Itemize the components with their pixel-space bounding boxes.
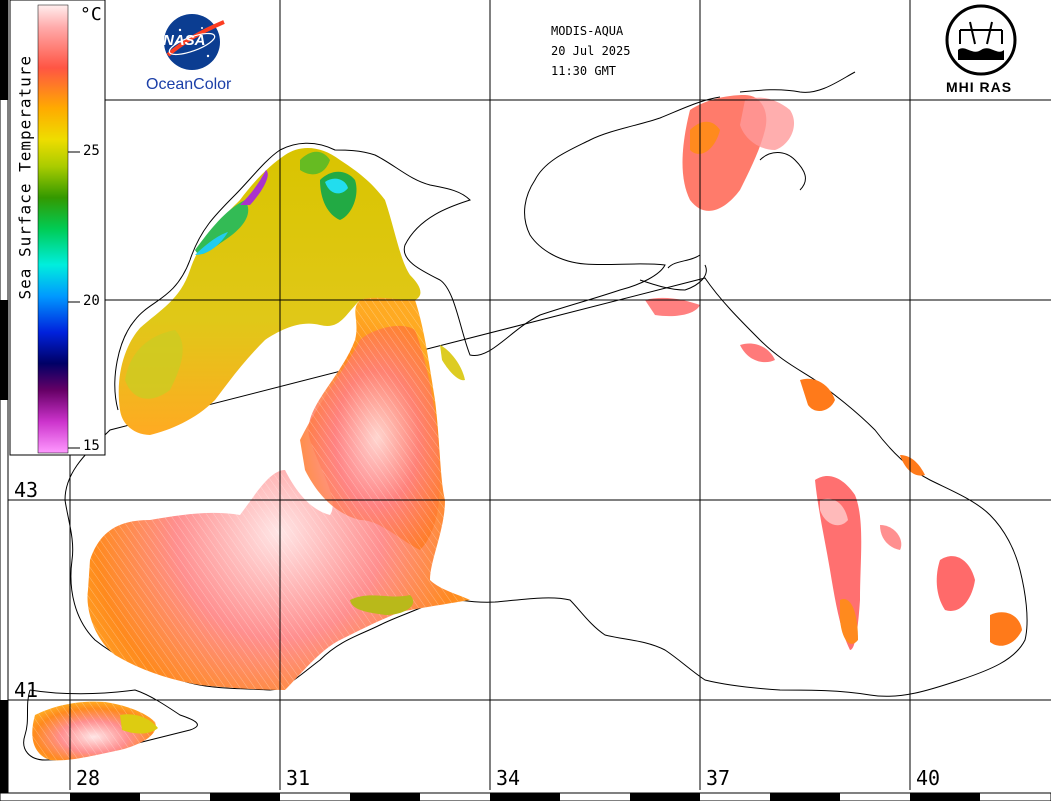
institute-label: MHI RAS	[946, 79, 1013, 95]
lon-label-28: 28	[76, 766, 101, 790]
sst-data-west	[87, 148, 470, 690]
lat-label-41: 41	[14, 678, 39, 702]
sensor-label: MODIS-AQUA	[551, 24, 624, 38]
lon-label-40: 40	[916, 766, 941, 790]
nasa-logo	[164, 14, 225, 70]
legend-tick-20: 20	[83, 293, 100, 309]
lon-label-37: 37	[706, 766, 731, 790]
bottom-scale-bar	[0, 792, 1051, 801]
legend-colorbar	[9, 0, 106, 456]
left-scale-bar	[0, 0, 9, 801]
unit-label: °C	[80, 4, 102, 25]
lat-label-43: 43	[14, 478, 39, 502]
legend-tick-15: 15	[83, 438, 100, 454]
sst-data-marmara	[32, 701, 158, 761]
oceancolor-label: OceanColor	[146, 76, 232, 93]
coastline	[23, 71, 1028, 761]
lon-label-34: 34	[496, 766, 521, 790]
lon-label-31: 31	[286, 766, 311, 790]
legend-tick-25: 25	[83, 143, 100, 159]
nasa-logo-text: NASA	[163, 32, 206, 49]
time-label: 11:30 GMT	[551, 64, 617, 78]
sst-data-east	[645, 95, 1022, 650]
date-label: 20 Jul 2025	[551, 44, 631, 58]
mhi-ras-logo	[945, 4, 1017, 76]
legend-title: Sea Surface Temperature	[15, 54, 35, 300]
